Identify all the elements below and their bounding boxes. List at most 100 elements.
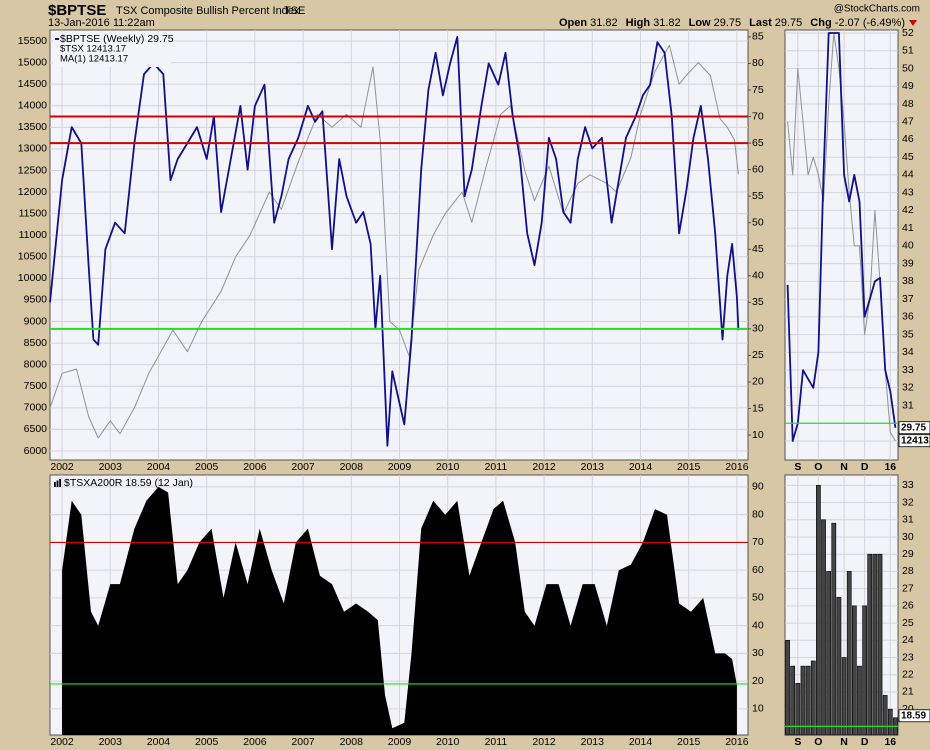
x-tick-label: 2008 [340, 736, 364, 748]
y-tick-label: 43 [902, 186, 914, 198]
bar [857, 665, 862, 736]
x-tick-label: 2009 [388, 461, 412, 473]
y-tick-label: 50 [902, 62, 914, 74]
y2-tick-label: 35 [752, 296, 764, 308]
ohlc-label: Chg [810, 17, 831, 29]
area [62, 486, 737, 735]
y-tick-label: 13500 [18, 121, 47, 133]
x-tick-label: 2008 [340, 461, 364, 473]
bar [851, 605, 857, 736]
y-tick-label: 52 [902, 27, 914, 39]
y2-tick-label: 50 [752, 216, 764, 228]
legend-entry: $BPTSE (Weekly) 29.75 [60, 33, 174, 45]
legend-icon [56, 480, 59, 487]
bar [790, 665, 796, 736]
x-tick-label: S [794, 461, 801, 473]
y-tick-label: 47 [902, 115, 914, 127]
ohlc-value: 31.82 [590, 17, 618, 29]
bar [841, 657, 847, 736]
y-tick-label: 45 [902, 151, 914, 163]
y-tick-label: 44 [902, 169, 914, 181]
x-tick-label: 2006 [243, 461, 267, 473]
ohlc-value: 31.82 [653, 17, 681, 29]
x-tick-label: 2007 [291, 736, 315, 748]
date: 13-Jan-2016 11:22am [48, 17, 155, 29]
ohlc-label: Low [689, 17, 711, 29]
x-tick-label: 2015 [677, 736, 701, 748]
x-tick-label: N [840, 736, 848, 748]
y-tick-label: 15000 [18, 56, 47, 68]
ohlc-value: -2.07 (-6.49%) [835, 17, 905, 29]
y2-tick-label: 65 [752, 137, 764, 149]
y-tick-label: 12000 [18, 186, 47, 198]
y-tick-label: 70 [752, 536, 764, 548]
y-tick-label: 36 [902, 311, 914, 323]
y-tick-label: 10000 [18, 272, 47, 284]
x-tick-label: 2014 [629, 736, 653, 748]
y-tick-label: 48 [902, 98, 914, 110]
y-tick-label: 20 [902, 703, 914, 715]
y-tick-label: 28 [902, 565, 914, 577]
y-tick-label: 8500 [24, 337, 48, 349]
y-tick-label: 8000 [24, 358, 48, 370]
y-tick-label: 50 [752, 592, 764, 604]
x-tick-label: 2015 [677, 461, 701, 473]
y-tick-label: 33 [902, 364, 914, 376]
bar [816, 485, 821, 736]
y2-tick-label: 85 [752, 31, 764, 43]
ohlc-label: Last [749, 17, 772, 29]
x-tick-label: 2004 [147, 461, 171, 473]
y2-tick-label: 20 [752, 376, 764, 388]
y-tick-label: 11000 [19, 229, 48, 241]
legend-entry: $TSX 12413.17 [60, 44, 126, 55]
y-tick-label: 32 [902, 382, 914, 394]
end-label: 12413 [901, 435, 929, 446]
x-tick-label: 2005 [195, 461, 219, 473]
y2-tick-label: 30 [752, 323, 764, 335]
x-tick-label: O [814, 736, 822, 748]
bar [805, 665, 811, 736]
legend-icon [54, 482, 56, 487]
y-tick-label: 13000 [18, 143, 47, 155]
x-tick-label: 16 [884, 736, 896, 748]
y-tick-label: 46 [902, 133, 914, 145]
y-tick-label: 29 [902, 548, 914, 560]
series-line [786, 32, 897, 442]
series-line [49, 36, 740, 447]
bar [810, 660, 816, 736]
bar [795, 683, 801, 736]
y-tick-label: 31 [902, 399, 914, 411]
y-tick-label: 60 [752, 564, 764, 576]
y-tick-label: 27 [902, 582, 914, 594]
x-tick-label: 2003 [99, 461, 123, 473]
y-tick-label: 12500 [18, 164, 47, 176]
x-tick-label: 2011 [485, 736, 508, 748]
x-tick-label: 2002 [50, 736, 74, 748]
x-tick-label: 2012 [532, 461, 556, 473]
y-tick-label: 31 [902, 514, 914, 526]
x-tick-label: 2016 [725, 461, 749, 473]
bar [877, 553, 883, 736]
bar [785, 639, 790, 736]
x-tick-label: 2003 [99, 736, 123, 748]
y-tick-label: 32 [902, 496, 914, 508]
bar [887, 708, 893, 736]
y-tick-label: 7500 [24, 380, 48, 392]
y2-tick-label: 15 [752, 402, 764, 414]
y-tick-label: 22 [902, 669, 914, 681]
x-tick-label: 16 [884, 461, 896, 473]
y-tick-label: 24 [902, 634, 914, 646]
end-label: 18.59 [901, 710, 926, 721]
x-tick-label: 2014 [629, 461, 653, 473]
x-tick-label: S [794, 736, 801, 748]
x-tick-label: 2007 [291, 461, 315, 473]
y-tick-label: 9500 [24, 294, 48, 306]
y2-tick-label: 40 [752, 270, 764, 282]
x-tick-label: 2002 [50, 461, 74, 473]
series-line [49, 44, 739, 439]
x-tick-label: O [814, 461, 822, 473]
bar [836, 596, 842, 736]
y-tick-label: 49 [902, 80, 914, 92]
end-label-box [898, 709, 930, 723]
